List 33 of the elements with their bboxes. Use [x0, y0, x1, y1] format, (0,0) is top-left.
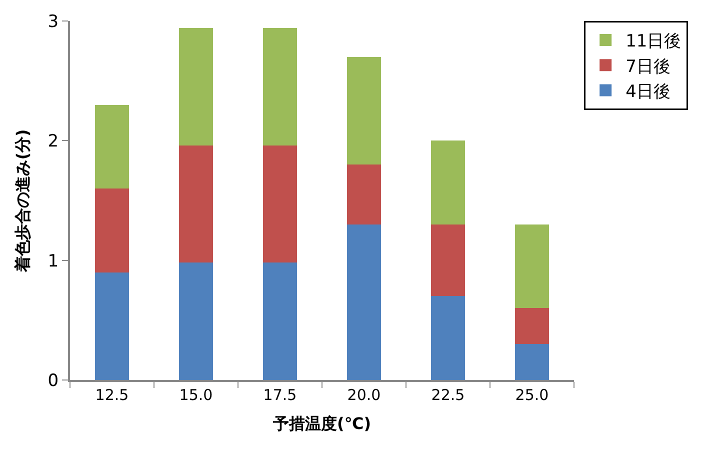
bar: [347, 56, 381, 165]
y-axis-title: 着色歩合の進み(分): [13, 129, 32, 273]
legend-label: 11日後: [626, 32, 682, 52]
bar: [179, 145, 213, 263]
x-tick-label: 15.0: [179, 386, 213, 404]
bar: [515, 308, 549, 344]
x-tick-label: 22.5: [431, 386, 465, 404]
bar: [263, 145, 297, 263]
bar: [263, 262, 297, 380]
bar: [179, 28, 213, 146]
x-tick-label: 25.0: [515, 386, 549, 404]
bar: [515, 224, 549, 308]
bar: [515, 344, 549, 380]
bar: [431, 224, 465, 296]
bar: [95, 104, 129, 189]
bar: [95, 272, 129, 380]
x-tick-label: 17.5: [263, 386, 297, 404]
bar: [347, 224, 381, 380]
bar: [179, 262, 213, 380]
legend-label: 7日後: [626, 56, 670, 77]
bar: [263, 28, 297, 146]
x-axis-title: 予措温度(℃): [272, 414, 371, 434]
y-tick-label: 2: [48, 132, 59, 152]
y-tick-label: 1: [48, 251, 59, 272]
bar: [431, 140, 465, 224]
bar: [347, 164, 381, 224]
y-tick-label: 0: [48, 370, 59, 391]
bar: [431, 296, 465, 380]
x-tick-label: 12.5: [95, 386, 129, 404]
x-tick-label: 20.0: [347, 386, 381, 404]
y-tick-label: 3: [48, 12, 59, 32]
legend-label: 4日後: [626, 82, 670, 102]
bar: [95, 188, 129, 272]
